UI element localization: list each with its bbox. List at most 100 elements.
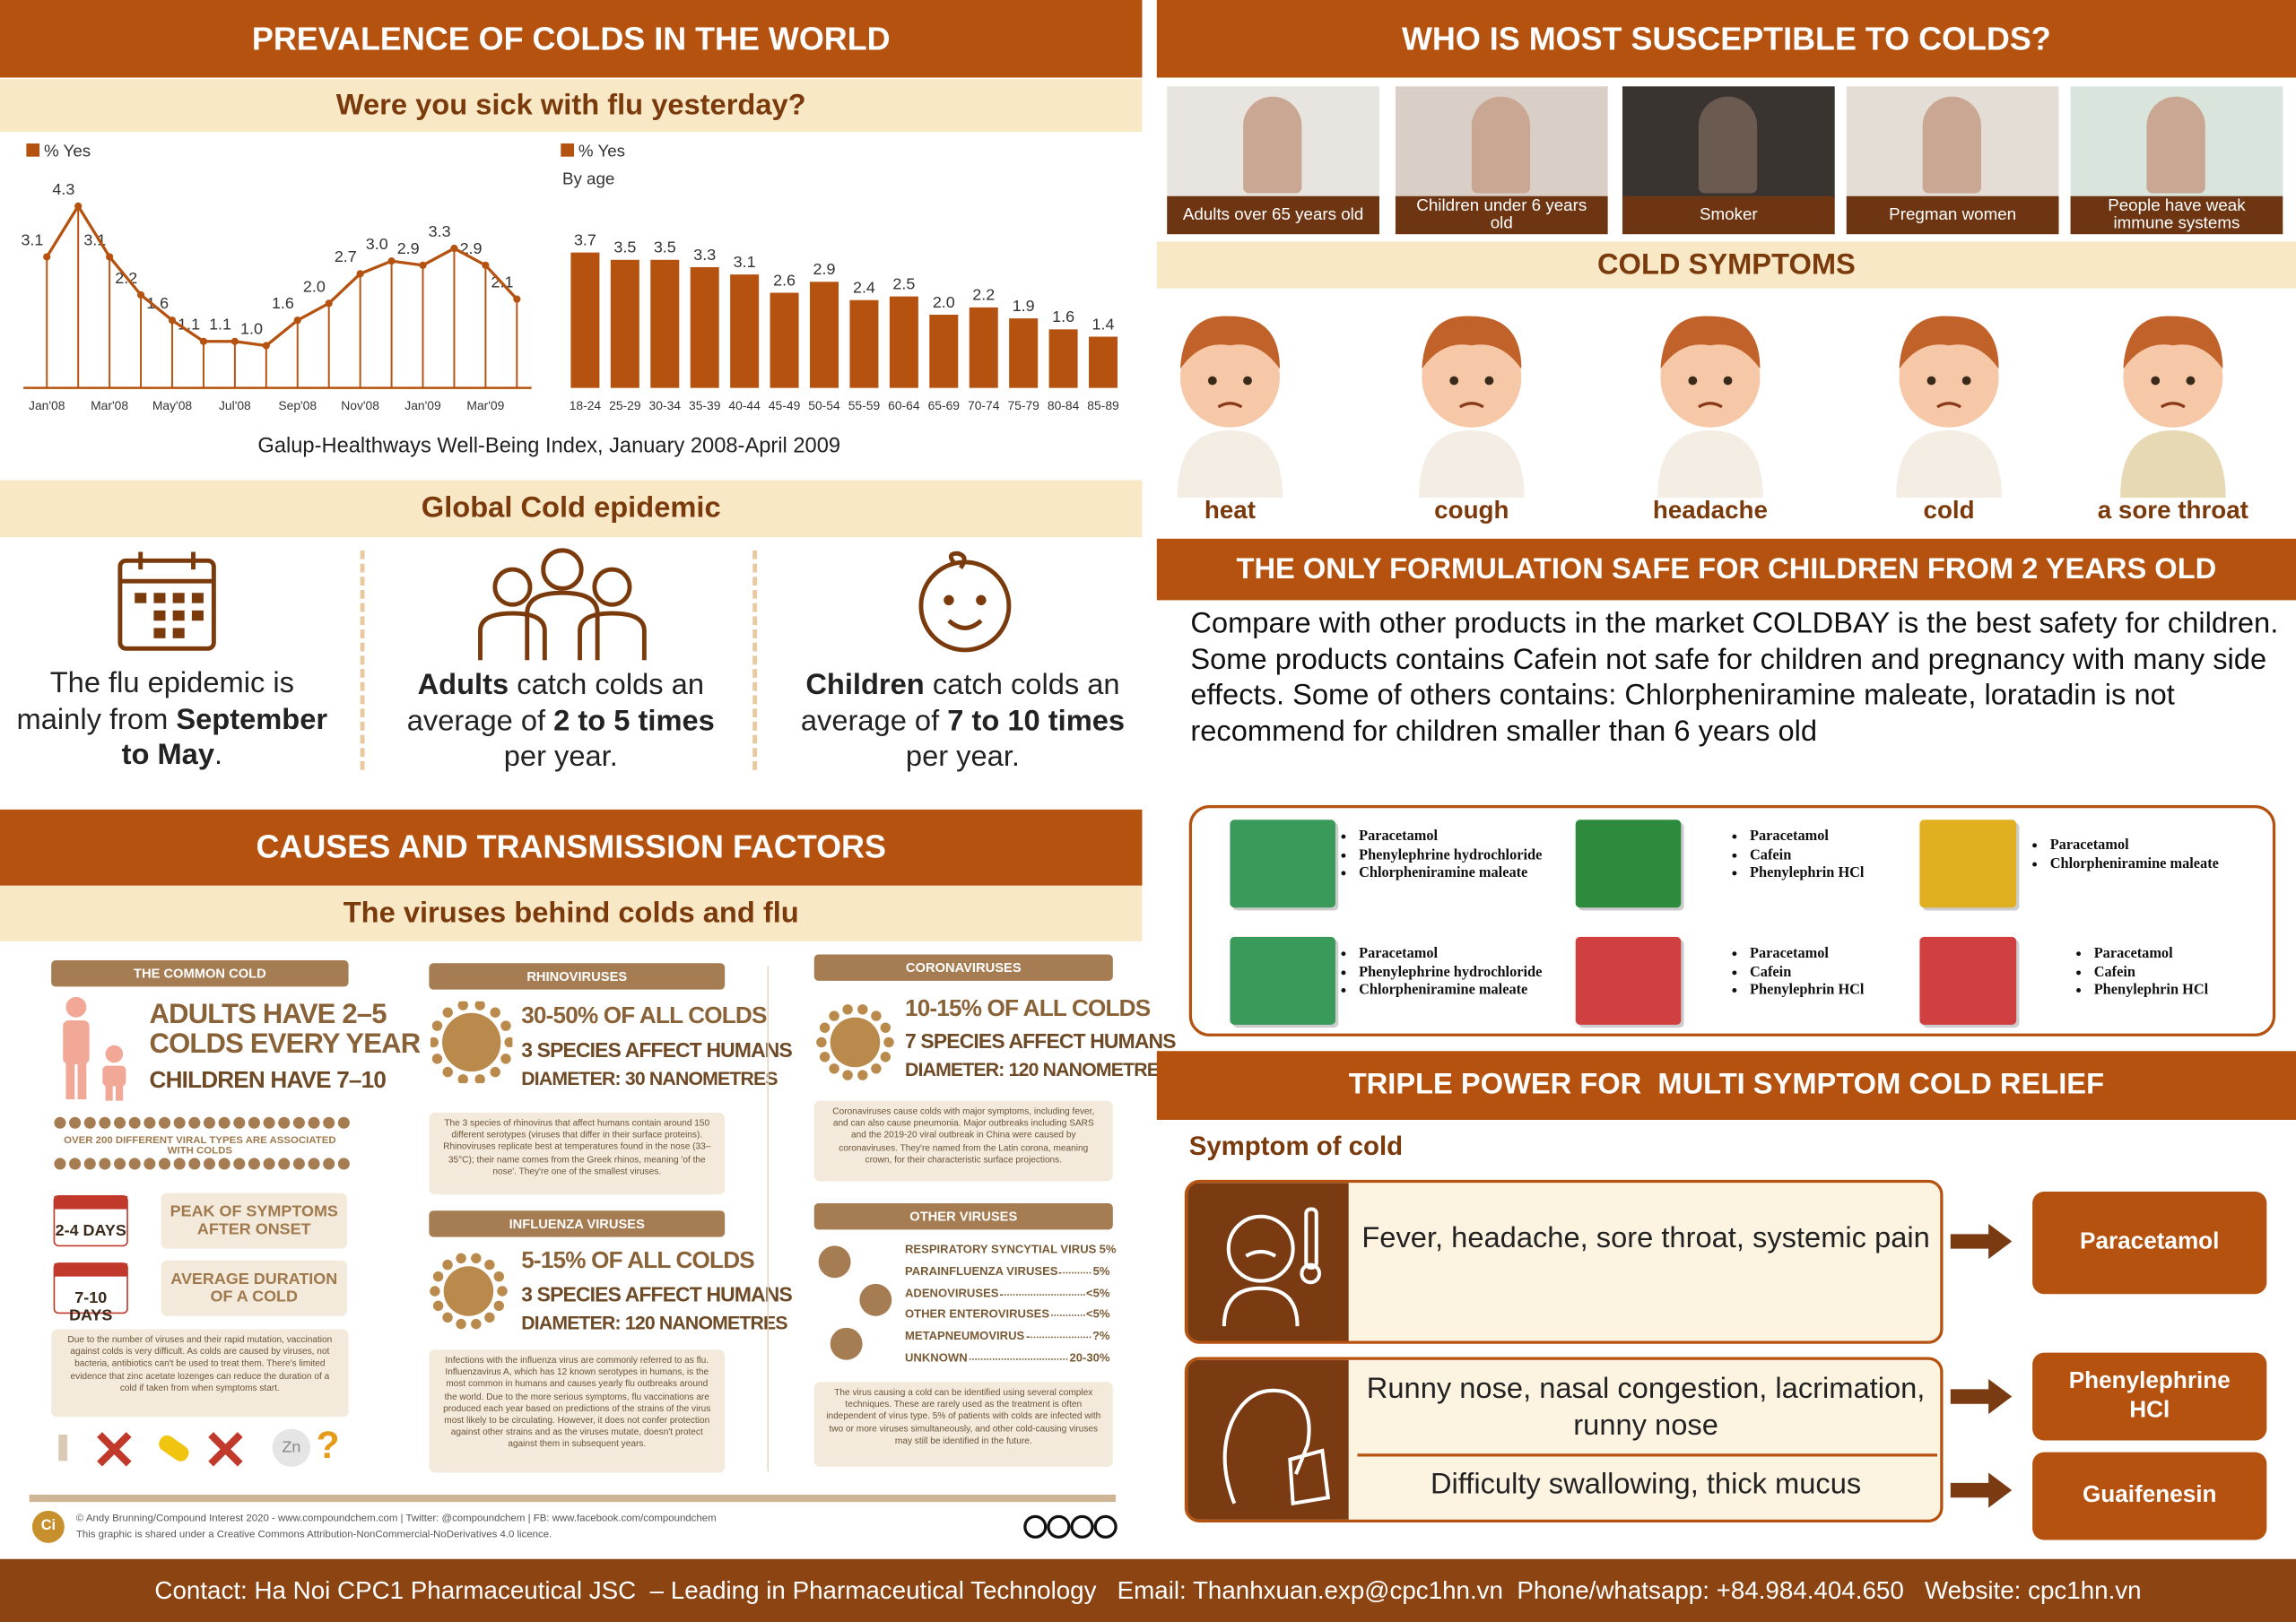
virus-row: ADENOVIRUSES <5% [905, 1286, 1110, 1299]
icon-path [1245, 1249, 1277, 1258]
line [45, 203, 518, 348]
mouth [1458, 402, 1484, 409]
data-label: 3.7 [574, 230, 596, 248]
virus-dot [114, 1116, 126, 1129]
icon-panel [1187, 1183, 1349, 1341]
x-tick-label: Jul'08 [219, 398, 251, 412]
face [1899, 327, 1999, 428]
virus-dot [263, 1158, 275, 1170]
ingredient: Chlorpheniramine maleate [1359, 865, 1542, 883]
point [168, 317, 177, 325]
data-label: 3.0 [366, 235, 388, 253]
symptom-box: Runny nose, nasal congestion, lacrimatio… [1184, 1357, 1944, 1522]
symptom-box: Fever, headache, sore throat, systemic p… [1184, 1179, 1944, 1344]
point [513, 295, 521, 303]
virus-share: ?% [1091, 1329, 1110, 1343]
spike [500, 1020, 511, 1031]
hair [1422, 316, 1522, 369]
icon-rect [54, 1195, 128, 1210]
icon-path [208, 1432, 243, 1467]
virus-row: PARAINFLUENZA VIRUSES 5% [905, 1264, 1110, 1278]
spike [871, 1010, 882, 1021]
icon-path [97, 1432, 132, 1467]
spike [431, 1020, 443, 1031]
virus-row: RESPIRATORY SYNCYTIAL VIRUS 5% [905, 1243, 1117, 1256]
section-subheader: COLD SYMPTOMS [1156, 241, 2296, 289]
hair [1179, 316, 1280, 369]
boy-cartoon [1896, 316, 2002, 499]
virus-dot [158, 1116, 171, 1129]
icon-rect [77, 1061, 87, 1100]
ingredients: ParacetamolCafeinPhenylephrin HCl [2079, 946, 2208, 1001]
calendar-icon [53, 1262, 128, 1314]
virus-icon [430, 1001, 513, 1084]
data-label: 2.9 [460, 239, 483, 257]
text-part: 2 to 5 times [553, 705, 715, 738]
virus-dot [248, 1116, 260, 1129]
boy-cartoon [2120, 316, 2226, 499]
hair [1899, 316, 1999, 369]
virus-dot [99, 1116, 111, 1129]
product-image [1575, 936, 1682, 1025]
symptom-label: cold [1923, 496, 1975, 525]
section-header: WHO IS MOST SUSCEPTIBLE TO COLDS? [1156, 0, 2296, 78]
point [262, 342, 270, 350]
baby-icon [918, 551, 1012, 653]
icon-circle [65, 996, 87, 1018]
caption: Smoker [1622, 195, 1835, 235]
virus-name: OTHER ENTEROVIRUSES [904, 1307, 1050, 1322]
x-tick-label: 50-54 [808, 398, 840, 412]
ingredient: Paracetamol [1750, 828, 1864, 846]
boy-cartoon [1177, 316, 1283, 499]
caption: Pregman women [1846, 195, 2059, 235]
eye [1243, 376, 1252, 386]
spike [457, 1074, 468, 1084]
spike [471, 1253, 482, 1264]
icon-circle [944, 594, 954, 606]
icon-g [818, 1245, 892, 1360]
section-subheader: The viruses behind colds and flu [0, 885, 1143, 941]
logo: Ci [31, 1510, 65, 1543]
spike [484, 1312, 495, 1323]
separator [767, 966, 770, 1471]
icon-path [478, 611, 547, 661]
data-label: 1.1 [209, 316, 231, 334]
icon-rect [172, 610, 185, 621]
x-tick-label: May'08 [152, 398, 193, 412]
leader [969, 1351, 1068, 1360]
virus-dot [233, 1116, 246, 1129]
data-label: 2.6 [773, 271, 796, 289]
virus-dot [218, 1158, 230, 1170]
x-tick-label: 55-59 [848, 398, 881, 412]
text-part: September to May [121, 703, 328, 772]
virus-share: 5% [1099, 1243, 1117, 1256]
virus-dot [308, 1116, 320, 1129]
section-header: THE ONLY FORMULATION SAFE FOR CHILDREN F… [1156, 538, 2296, 601]
virus-share: <5% [1086, 1286, 1110, 1300]
panel-header: THE COMMON COLD [51, 960, 349, 987]
face [1660, 327, 1761, 428]
leader [1050, 1308, 1085, 1317]
icon-rect [159, 1435, 189, 1462]
license-icons [1023, 1514, 1118, 1539]
icon-rect [1304, 1207, 1318, 1270]
bar [1089, 336, 1118, 388]
icon-rect [65, 1061, 75, 1100]
data-label: 2.0 [303, 277, 326, 295]
icon-circle [1226, 1214, 1295, 1283]
spike [456, 1318, 466, 1330]
icon-path [1288, 1448, 1331, 1506]
text-part: Adults [417, 669, 509, 702]
virus-dot [308, 1158, 320, 1170]
body [1657, 429, 1763, 499]
photo-figure [2146, 96, 2205, 194]
fact: DIAMETER: 120 NANOMETRES [521, 1311, 787, 1334]
virus-dot [128, 1158, 141, 1170]
ingredients: ParacetamolCafeinPhenylephrin HCl [1735, 828, 1864, 883]
icon-rect [117, 558, 216, 651]
spike [880, 1022, 891, 1033]
virus-dot [83, 1116, 96, 1129]
bar [1009, 318, 1039, 388]
virus-dot [203, 1116, 215, 1129]
